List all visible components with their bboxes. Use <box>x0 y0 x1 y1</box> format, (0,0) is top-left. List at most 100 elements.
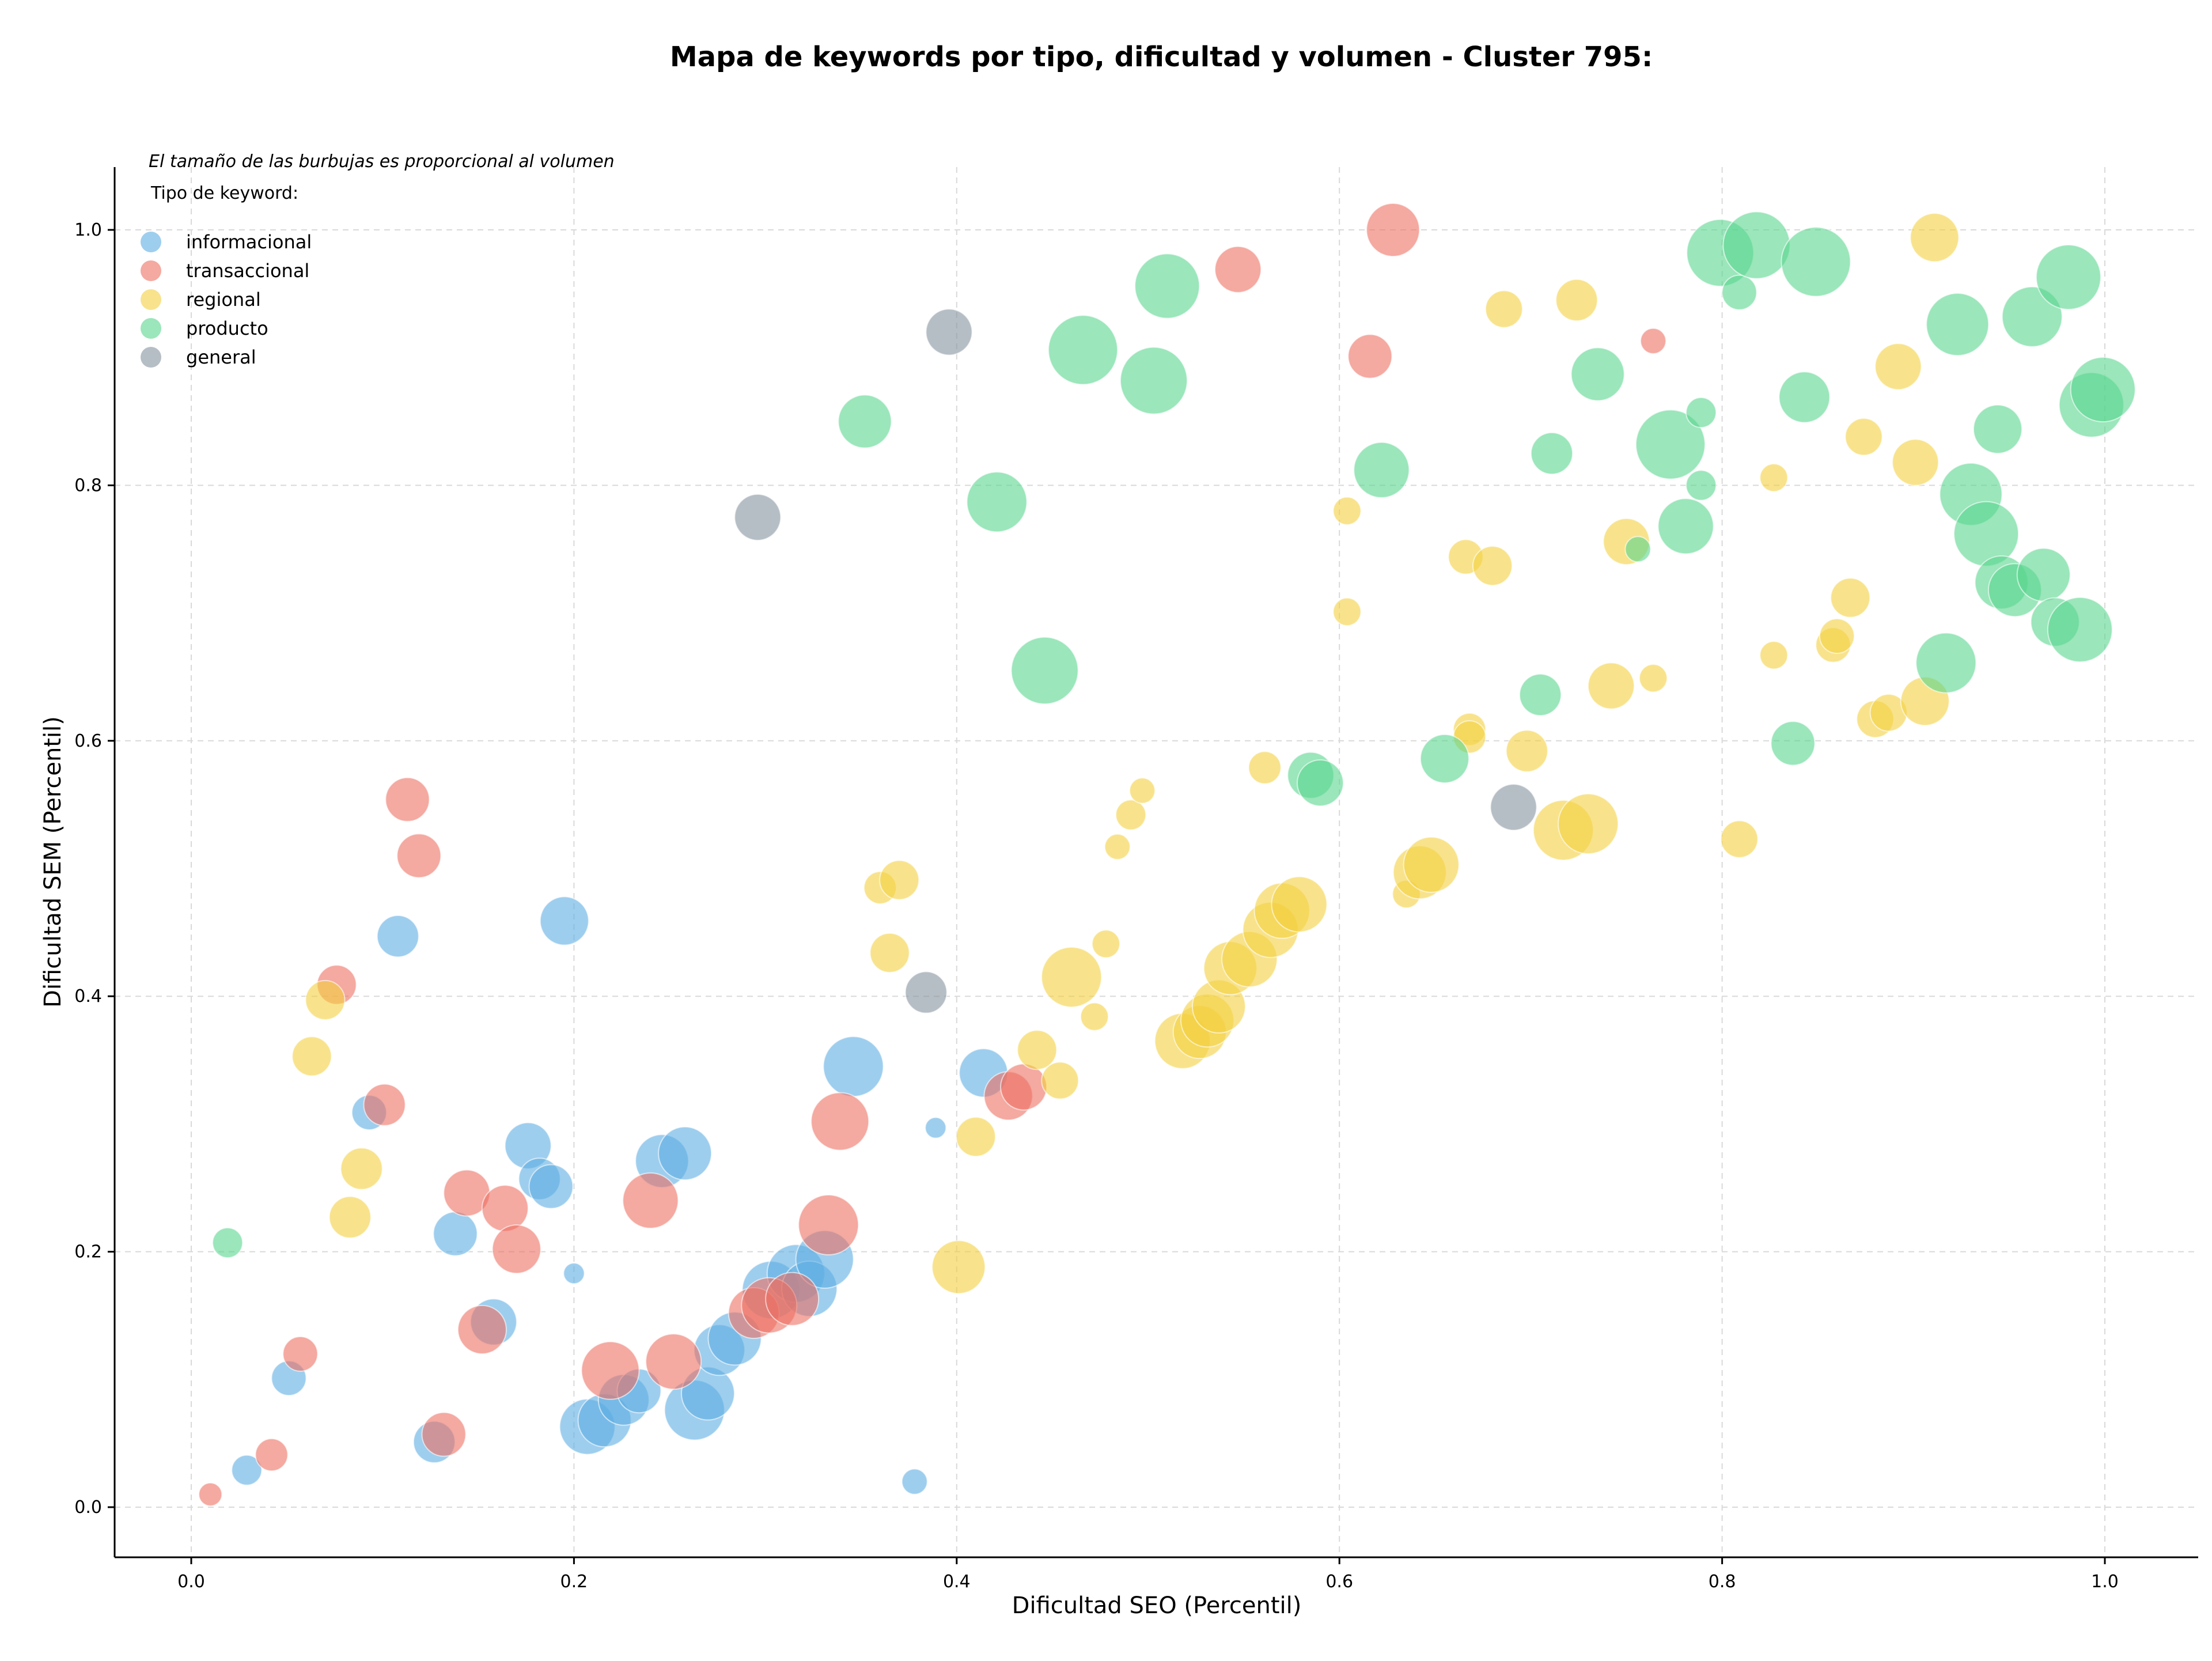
legend-marker-general <box>141 347 161 368</box>
x-tick-label: 0.4 <box>943 1572 971 1592</box>
bubble-producto <box>1781 226 1851 297</box>
bubble-producto <box>1353 441 1410 498</box>
bubble-transaccional <box>1366 203 1421 257</box>
bubble-transaccional <box>282 1335 319 1372</box>
bubble-producto <box>1010 636 1079 705</box>
x-tick-label: 0.2 <box>560 1572 588 1592</box>
bubble-regional <box>1830 577 1871 618</box>
bubble-producto <box>212 1227 244 1259</box>
bubble-regional <box>1041 946 1103 1008</box>
bubble-regional <box>879 860 920 901</box>
bubble-transaccional <box>198 1482 223 1507</box>
bubble-producto <box>1685 470 1717 501</box>
bubble-informacional <box>528 1164 574 1209</box>
bubble-producto <box>1134 253 1200 319</box>
bubble-producto <box>1570 347 1625 402</box>
legend-marker-producto <box>141 318 161 339</box>
bubble-informacional <box>376 915 419 958</box>
x-tick-label: 0.0 <box>177 1572 205 1592</box>
legend-label-general: general <box>186 346 256 368</box>
bubble-transaccional <box>363 1083 406 1126</box>
bubble-informacional <box>539 896 589 946</box>
bubble-regional <box>869 932 910 973</box>
axes <box>113 167 2198 1558</box>
y-tick-label: 0.6 <box>74 731 102 751</box>
bubble-regional <box>1104 833 1131 860</box>
y-tick-label: 0.8 <box>74 475 102 495</box>
bubble-transaccional <box>421 1412 467 1457</box>
bubble-regional <box>1892 438 1940 486</box>
bubble-transaccional <box>1000 1063 1048 1111</box>
bubble-general <box>734 493 782 541</box>
bubble-regional <box>305 979 346 1020</box>
y-axis-label: Dificultad SEM (Percentil) <box>40 716 66 1008</box>
bubble-transaccional <box>1214 245 1262 293</box>
bubble-regional <box>328 1195 372 1239</box>
bubble-transaccional <box>481 1185 529 1232</box>
bubble-regional <box>1017 1030 1058 1070</box>
legend: El tamaño de las burbujas es proporciona… <box>141 152 615 368</box>
bubble-regional <box>1874 343 1922 391</box>
bubble-regional <box>1332 496 1362 525</box>
legend-items: informacional transaccional regional produc… <box>141 231 312 368</box>
bubble-transaccional <box>765 1272 820 1326</box>
x-tick-label: 0.6 <box>1325 1572 1353 1592</box>
bubble-transaccional <box>645 1333 702 1390</box>
legend-marker-regional <box>141 289 161 310</box>
bubble-layer <box>198 203 2136 1507</box>
bubble-producto <box>1296 759 1344 807</box>
bubble-producto <box>1519 673 1562 716</box>
bubble-transaccional <box>798 1194 859 1256</box>
bubble-informacional <box>925 1117 947 1139</box>
bubble-regional <box>931 1240 986 1295</box>
legend-label-informacional: informacional <box>186 231 312 253</box>
bubble-producto <box>2070 357 2136 423</box>
legend-label-regional: regional <box>186 289 261 311</box>
bubble-producto <box>1624 536 1652 563</box>
bubble-transaccional <box>255 1438 289 1472</box>
bubble-producto <box>838 394 892 449</box>
bubble-informacional <box>658 1126 713 1181</box>
bubble-producto <box>1721 274 1758 311</box>
x-tick-label: 1.0 <box>2091 1572 2119 1592</box>
bubble-regional <box>1091 929 1120 959</box>
y-tick-label: 0.4 <box>74 986 102 1007</box>
bubble-informacional <box>433 1211 478 1257</box>
bubble-regional <box>1248 751 1282 785</box>
bubble-producto <box>2016 547 2071 602</box>
bubble-producto <box>1915 632 1977 694</box>
bubble-regional <box>291 1036 332 1077</box>
bubble-producto <box>2035 244 2101 311</box>
bubble-producto <box>1926 293 1990 357</box>
bubble-producto <box>966 471 1028 533</box>
bubble-producto <box>1778 371 1831 423</box>
bubble-regional <box>1332 597 1362 626</box>
bubble-producto <box>1119 346 1188 415</box>
bubble-regional <box>956 1117 997 1157</box>
bubble-general <box>904 971 948 1014</box>
bubble-regional <box>1910 213 1960 263</box>
bubble-producto <box>1635 409 1706 480</box>
bubble-regional <box>1472 546 1513 587</box>
bubble-informacional <box>823 1036 884 1098</box>
size-note: El tamaño de las burbujas es proporciona… <box>149 152 615 172</box>
bubble-regional <box>1819 618 1855 654</box>
legend-title: Tipo de keyword: <box>150 183 298 203</box>
bubble-regional <box>1484 290 1523 328</box>
bubble-regional <box>1080 1002 1109 1031</box>
x-axis-label: Dificultad SEO (Percentil) <box>1012 1592 1302 1619</box>
bubble-general <box>925 308 973 356</box>
bubble-regional <box>1587 662 1635 710</box>
bubble-transaccional <box>396 833 442 879</box>
legend-label-transaccional: transaccional <box>186 260 309 282</box>
bubble-producto <box>1419 733 1469 784</box>
ticks: 0.0 0.2 0.4 0.6 0.8 1.0 0.0 0.2 0.4 0.6 0.8 1.0 <box>74 220 2119 1592</box>
bubble-regional <box>1759 463 1789 493</box>
bubble-transaccional <box>581 1341 640 1400</box>
y-tick-label: 0.0 <box>74 1497 102 1518</box>
bubble-informacional <box>563 1262 585 1285</box>
bubble-regional <box>1271 876 1328 933</box>
bubble-transaccional <box>491 1224 541 1274</box>
